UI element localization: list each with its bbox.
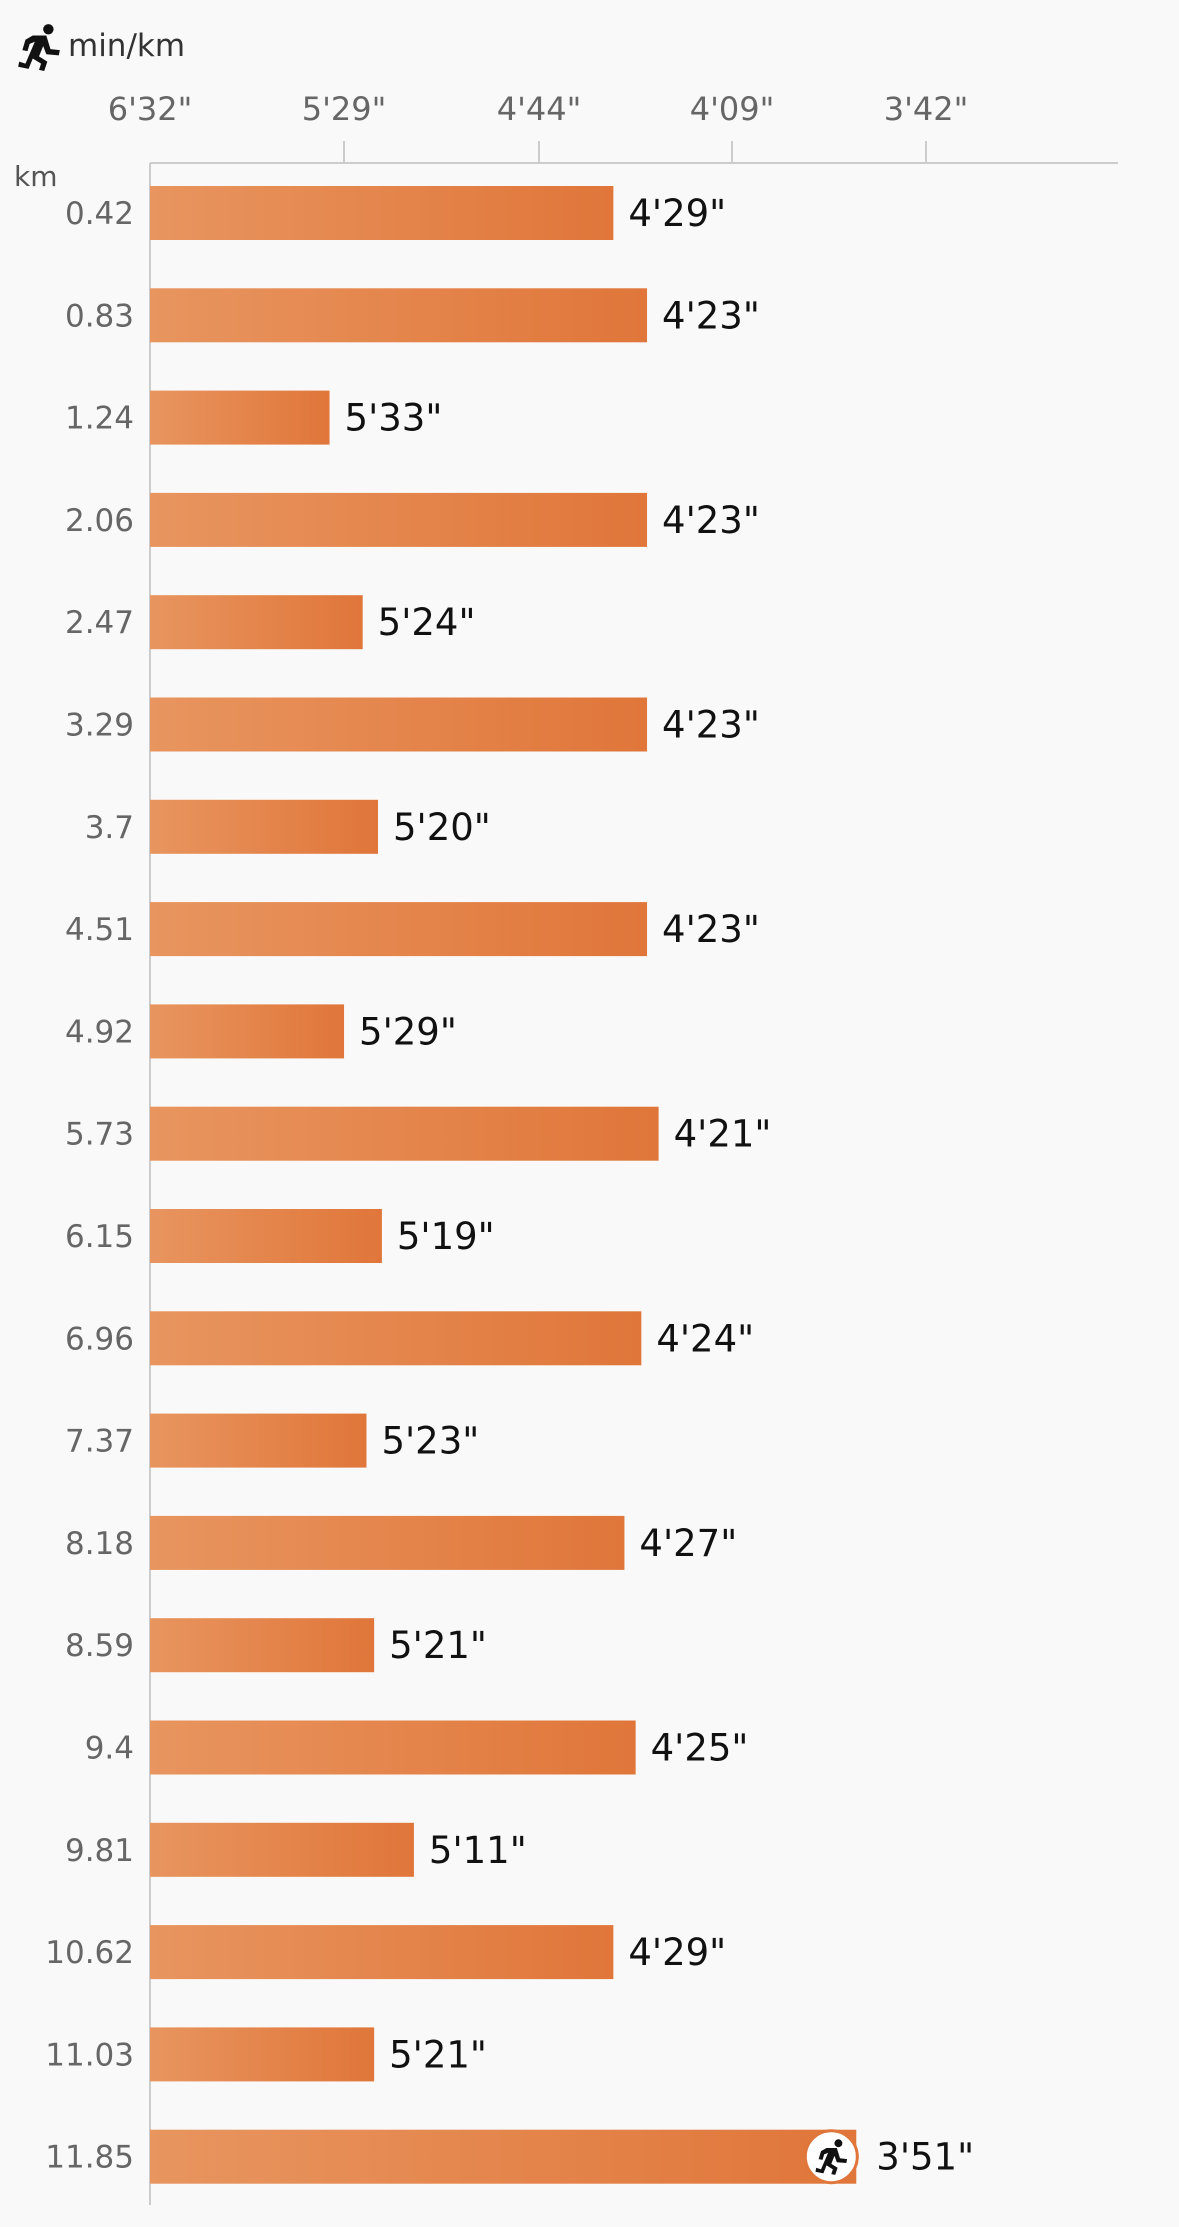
bar-row[interactable]: 0.83 4'23"	[65, 288, 760, 343]
bar[interactable]	[150, 1618, 375, 1673]
bar-row[interactable]: 8.59 5'21"	[65, 1618, 487, 1673]
bar[interactable]	[150, 1106, 659, 1161]
bar-row[interactable]: 11.85 3'51"	[45, 2129, 974, 2185]
value-label: 4'29"	[628, 192, 726, 235]
bar[interactable]	[150, 1925, 614, 1980]
bar-row[interactable]: 9.4 4'25"	[85, 1720, 749, 1775]
bar[interactable]	[150, 697, 648, 752]
bar-row[interactable]: 2.06 4'23"	[65, 492, 760, 547]
bar-row[interactable]: 3.7 5'20"	[85, 799, 491, 854]
bar-row[interactable]: 4.92 5'29"	[65, 1004, 457, 1059]
category-label: 6.96	[65, 1321, 134, 1357]
bar[interactable]	[150, 2129, 857, 2184]
category-label: 0.42	[65, 196, 134, 232]
bar[interactable]	[150, 288, 648, 343]
value-label: 4'23"	[662, 294, 760, 337]
category-label: 2.06	[65, 503, 134, 539]
unit-label: min/km	[68, 28, 185, 64]
category-label: 11.03	[45, 2037, 134, 2073]
category-label: 0.83	[65, 298, 134, 334]
bar-row[interactable]: 9.81 5'11"	[65, 1822, 527, 1877]
category-label: 7.37	[65, 1424, 134, 1460]
value-label: 4'23"	[662, 704, 760, 747]
value-label: 4'23"	[662, 908, 760, 951]
bar[interactable]	[150, 1311, 642, 1366]
value-label: 5'20"	[393, 806, 491, 849]
value-label: 5'21"	[389, 2033, 487, 2076]
bar[interactable]	[150, 1822, 414, 1877]
bar-row[interactable]: 8.18 4'27"	[65, 1515, 737, 1570]
category-label: 10.62	[45, 1935, 134, 1971]
category-label: 8.59	[65, 1628, 134, 1664]
category-label: 3.29	[65, 708, 134, 744]
value-label: 4'21"	[674, 1113, 772, 1156]
bar[interactable]	[150, 1004, 345, 1059]
bar[interactable]	[150, 595, 363, 650]
category-label: 4.92	[65, 1014, 134, 1050]
bar-row[interactable]: 7.37 5'23"	[65, 1413, 479, 1468]
x-tick-label: 6'32"	[108, 90, 193, 128]
category-label: 9.81	[65, 1833, 134, 1869]
bar[interactable]	[150, 1209, 382, 1263]
value-label: 5'29"	[359, 1010, 457, 1053]
bar-row[interactable]: 4.51 4'23"	[65, 902, 760, 957]
value-label: 5'23"	[381, 1420, 479, 1463]
value-label: 3'51"	[876, 2136, 974, 2179]
bar-row[interactable]: 6.96 4'24"	[65, 1311, 754, 1366]
bar-row[interactable]: 2.47 5'24"	[65, 595, 476, 650]
value-label: 4'23"	[662, 499, 760, 542]
value-label: 4'25"	[651, 1727, 749, 1770]
x-tick-label: 5'29"	[302, 90, 387, 128]
bars-group: 0.42 4'29" 0.83 4'23" 1.24 5'33" 2.06 4'23" 2.47…	[45, 186, 974, 2185]
bar-row[interactable]: 3.29 4'23"	[65, 697, 760, 752]
bar[interactable]	[150, 1720, 636, 1775]
category-label: 9.4	[85, 1731, 134, 1767]
category-label: 11.85	[45, 2140, 134, 2176]
value-label: 5'24"	[378, 601, 476, 644]
bar[interactable]	[150, 2027, 375, 2082]
value-label: 5'21"	[389, 1624, 487, 1667]
value-label: 4'24"	[656, 1317, 754, 1360]
category-label: 1.24	[65, 401, 134, 437]
x-tick-label: 4'44"	[497, 90, 582, 128]
category-label: 8.18	[65, 1526, 134, 1562]
category-label: 4.51	[65, 912, 134, 948]
value-label: 5'19"	[397, 1215, 495, 1258]
bar-row[interactable]: 6.15 5'19"	[65, 1209, 495, 1263]
category-label: 5.73	[65, 1117, 134, 1153]
bar-row[interactable]: 11.03 5'21"	[45, 2027, 487, 2082]
value-label: 5'33"	[345, 397, 443, 440]
bar[interactable]	[150, 186, 614, 240]
x-axis-ticks: 6'32" 5'29" 4'44" 4'09" 3'42"	[108, 90, 969, 163]
runner-icon	[18, 24, 60, 71]
category-unit-label: km	[14, 160, 58, 193]
bar[interactable]	[150, 902, 648, 957]
bar[interactable]	[150, 799, 379, 854]
bar-row[interactable]: 5.73 4'21"	[65, 1106, 772, 1161]
bar[interactable]	[150, 1515, 625, 1570]
x-tick-label: 4'09"	[690, 90, 775, 128]
category-label: 6.15	[65, 1219, 134, 1255]
category-label: 3.7	[85, 810, 134, 846]
bar[interactable]	[150, 492, 648, 547]
value-label: 4'27"	[639, 1522, 737, 1565]
bar[interactable]	[150, 1413, 367, 1468]
bar[interactable]	[150, 390, 330, 445]
x-tick-label: 3'42"	[884, 90, 969, 128]
value-label: 4'29"	[628, 1931, 726, 1974]
value-label: 5'11"	[429, 1829, 527, 1872]
bar-row[interactable]: 10.62 4'29"	[45, 1925, 726, 1980]
bar-row[interactable]: 0.42 4'29"	[65, 186, 726, 240]
chart-header: min/km km	[14, 24, 185, 193]
category-label: 2.47	[65, 605, 134, 641]
bar-row[interactable]: 1.24 5'33"	[65, 390, 443, 445]
